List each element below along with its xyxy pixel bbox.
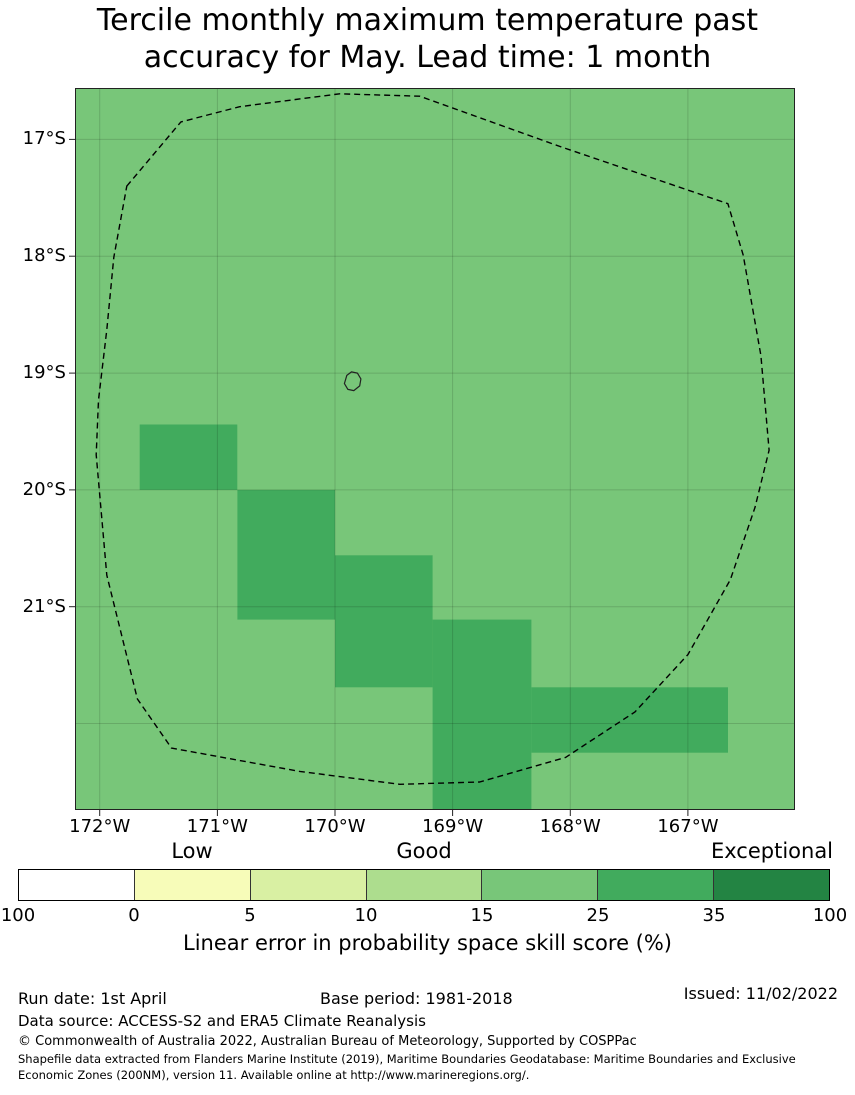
colorbar-segment [481, 870, 598, 900]
figure-title-line2: accuracy for May. Lead time: 1 month [143, 40, 712, 75]
skill-cell-highlight [139, 424, 238, 490]
y-axis-tick-label: 21°S [22, 595, 66, 617]
skill-cell-highlight [335, 555, 433, 688]
issued-date-text: Issued: 11/02/2022 [683, 984, 838, 1003]
colorbar-tick-label: 15 [470, 905, 494, 926]
colorbar-segment [249, 870, 366, 900]
colorbar [18, 869, 830, 901]
skill-cell-highlight [237, 489, 335, 620]
colorbar-tick-label: 25 [586, 905, 610, 926]
y-axis-tick-label: 17°S [22, 128, 66, 150]
colorbar-segment [133, 870, 250, 900]
x-axis-tick-label: 172°W [69, 816, 131, 837]
data-source-text: Data source: ACCESS-S2 and ERA5 Climate … [18, 1012, 426, 1030]
colorbar-tick-label: 0 [128, 905, 140, 926]
skill-cell-highlight [531, 687, 728, 753]
run-date-text: Run date: 1st April [18, 989, 167, 1008]
x-axis-tick-label: 169°W [422, 816, 484, 837]
y-axis-tick-label: 20°S [22, 478, 66, 500]
colorbar-segment [713, 870, 830, 900]
shapefile-note-text: Shapefile data extracted from Flanders M… [18, 1052, 796, 1082]
colorbar-tick-label: 100 [812, 905, 848, 926]
colorbar-segment [19, 870, 134, 900]
base-period-text: Base period: 1981-2018 [320, 989, 513, 1008]
eez-boundary [95, 93, 770, 785]
colorbar-tick-label: 10 [354, 905, 378, 926]
x-axis-tick-label: 167°W [657, 816, 719, 837]
figure-title: Tercile monthly maximum temperature past… [0, 2, 855, 76]
copyright-text: © Commonwealth of Australia 2022, Austra… [18, 1034, 637, 1049]
colorbar-axis-label: Linear error in probability space skill … [183, 931, 672, 955]
colorbar-tick-label: 100 [0, 905, 36, 926]
map-panel [69, 88, 795, 816]
y-axis-tick-label: 18°S [22, 245, 66, 267]
colorbar-tick-label: 5 [244, 905, 256, 926]
island-outline [343, 371, 362, 392]
y-axis-tick-label: 19°S [22, 362, 66, 384]
colorbar-tick-label: 35 [702, 905, 726, 926]
figure-title-line1: Tercile monthly maximum temperature past [96, 3, 759, 38]
colorbar-class-label: Good [396, 839, 452, 863]
map-frame [75, 88, 795, 810]
colorbar-class-label: Low [171, 839, 213, 863]
x-axis-tick-label: 168°W [539, 816, 601, 837]
map-canvas [69, 88, 795, 816]
x-axis-tick-label: 170°W [304, 816, 366, 837]
colorbar-class-label: Exceptional [710, 839, 834, 863]
skill-cell-highlight [432, 619, 532, 810]
x-axis-tick-label: 171°W [186, 816, 248, 837]
colorbar-segment [597, 870, 714, 900]
colorbar-segment [365, 870, 482, 900]
